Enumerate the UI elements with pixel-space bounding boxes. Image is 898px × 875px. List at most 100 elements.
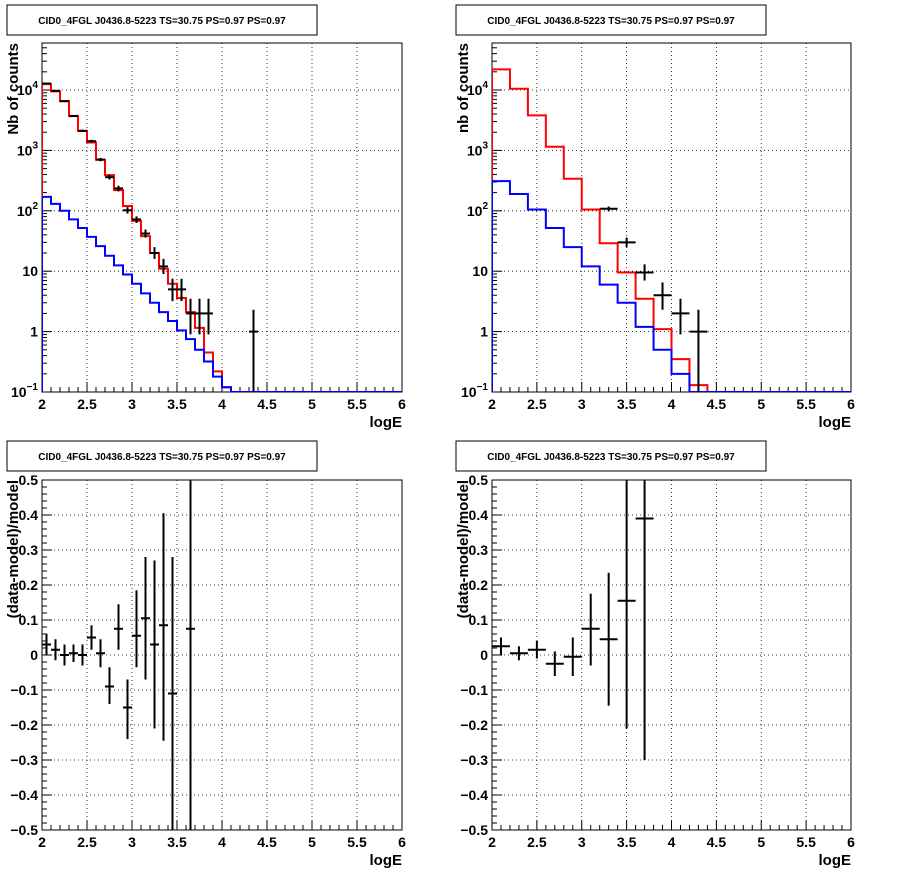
y-axis-label: Nb of counts [5,43,22,135]
data-point [599,572,618,706]
y-tick-label: −0.5 [10,822,38,838]
x-tick-label: 6 [398,396,406,412]
x-axis-label: logE [819,414,852,431]
data-point [150,247,159,259]
y-tick-label: 10 [472,263,488,279]
x-axis-label: logE [819,852,852,869]
axis-ticks [491,479,852,831]
grid-lines [492,480,851,830]
y-tick-label: 10−1 [11,382,38,400]
y-tick-label: 0.4 [469,507,489,523]
x-tick-label: 4.5 [257,834,277,850]
x-tick-label: 5.5 [796,834,816,850]
x-tick-label: 2.5 [77,834,97,850]
y-tick-label: −0.3 [10,752,38,768]
y-tick-label: 0.5 [469,472,489,488]
x-tick-label: 3.5 [617,396,637,412]
chart-title-box [455,4,767,36]
data-point [78,129,87,132]
data-point [141,557,150,680]
data-point [96,157,105,162]
y-axis-label: (data-model)/model [5,480,22,618]
x-tick-label: 3.5 [167,396,187,412]
data-point [123,679,132,739]
data-point [186,480,195,830]
data-point [51,639,60,661]
y-tick-label: 1 [30,324,38,340]
y-tick-label: −0.3 [460,752,488,768]
data-point [204,298,213,335]
data-point [545,651,564,676]
y-tick-label: 0.1 [19,612,39,628]
data-point [96,639,105,668]
x-tick-label: 4.5 [707,834,727,850]
y-tick-label: 10−1 [461,382,488,400]
x-tick-label: 3.5 [617,834,637,850]
x-tick-label: 3 [128,396,136,412]
x-tick-label: 5 [308,834,316,850]
x-tick-label: 6 [847,834,855,850]
x-tick-label: 3 [578,834,586,850]
x-tick-label: 6 [847,396,855,412]
x-tick-label: 6 [398,834,406,850]
data-point [105,174,114,180]
data-point [635,264,654,281]
data-point [168,278,177,302]
y-tick-label: 10 [22,263,38,279]
data-point [60,644,69,666]
data-point [114,604,123,650]
data-point [150,560,159,729]
data-point [159,258,168,274]
y-tick-label: 0.1 [469,612,489,628]
data-point [563,637,582,676]
y-tick-label: −0.1 [10,682,38,698]
y-tick-label: 103 [467,140,489,158]
data-point [671,298,690,335]
data-point [42,634,51,655]
y-tick-label: 103 [17,140,39,158]
chart-title: CID0_4FGL J0436.8-5223 TS=30.75 PS=0.97 … [487,16,735,27]
data-point [635,480,654,760]
x-tick-label: 5.5 [796,396,816,412]
chart-title-box [6,440,318,472]
x-tick-label: 3 [128,834,136,850]
plot-area [42,82,402,392]
data-point [159,513,168,741]
y-tick-label: −0.1 [460,682,488,698]
x-tick-label: 3.5 [167,834,187,850]
chart-panel-2: CID0_4FGL J0436.8-5223 TS=30.75 PS=0.97 … [455,4,855,431]
x-tick-label: 4 [668,834,676,850]
data-point [51,89,60,92]
x-tick-label: 2 [38,396,46,412]
x-tick-label: 4.5 [257,396,277,412]
total-model-histogram [42,83,402,392]
plot-area [492,68,851,392]
data-point [599,206,618,212]
y-tick-label: 0 [480,647,488,663]
y-tick-label: 0.5 [19,472,39,488]
y-tick-label: −0.2 [460,717,488,733]
x-tick-label: 2.5 [527,834,547,850]
data-point [114,185,123,192]
data-point [177,278,186,302]
data-point [105,667,114,704]
y-axis-label: nb of counts [455,43,472,133]
y-tick-label: 0 [30,647,38,663]
y-tick-label: −0.4 [460,787,488,803]
data-point [132,216,141,223]
y-tick-label: 0.2 [469,577,489,593]
x-tick-label: 5 [308,396,316,412]
chart-title-box [455,440,767,472]
component-model-histogram [492,180,851,392]
data-point [42,82,51,85]
chart-panel-3: CID0_4FGL J0436.8-5223 TS=30.75 PS=0.97 … [5,440,406,869]
y-tick-label: 102 [17,201,39,219]
data-point [249,309,258,392]
data-point [195,298,204,335]
component-model-histogram [42,195,402,392]
axis-ticks [491,42,852,393]
y-tick-label: 102 [467,201,489,219]
y-tick-label: 104 [467,80,489,98]
x-tick-label: 2 [488,834,496,850]
x-tick-label: 5 [757,396,765,412]
